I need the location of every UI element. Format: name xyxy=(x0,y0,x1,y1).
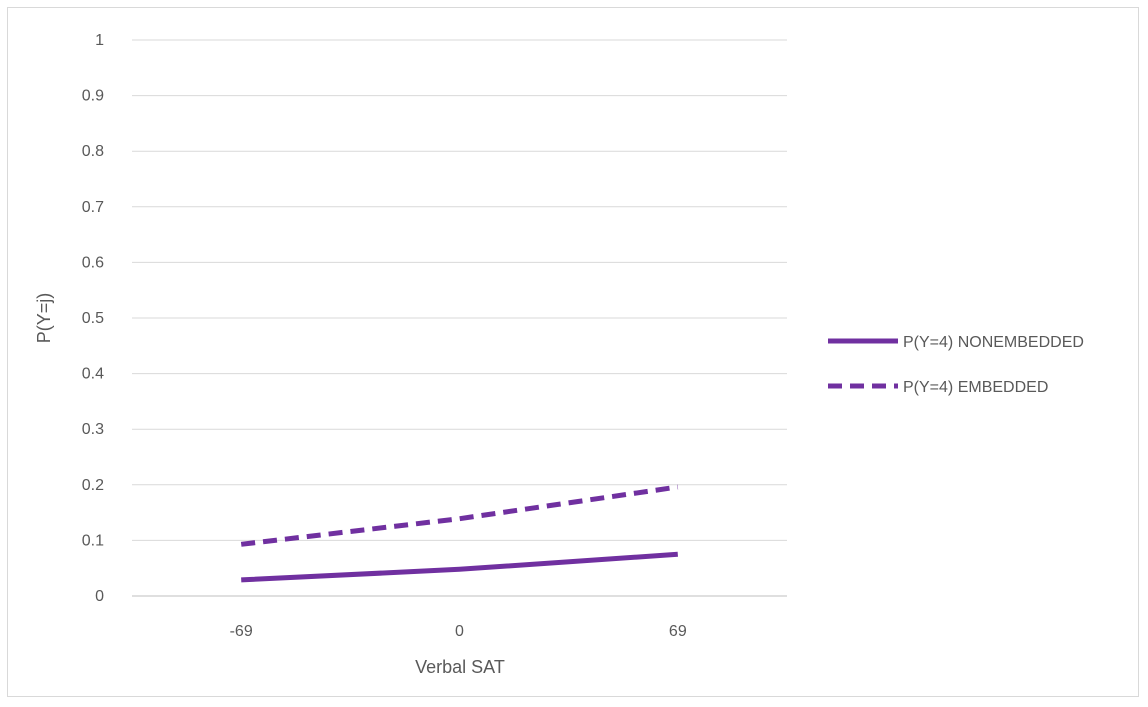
y-tick-label: 0.4 xyxy=(82,366,104,383)
y-tick-label: 0.9 xyxy=(82,88,104,105)
y-axis-title: P(Y=j) xyxy=(34,293,54,344)
x-tick-label: 0 xyxy=(455,623,464,640)
legend-label: P(Y=4) EMBEDDED xyxy=(903,379,1048,396)
y-axis-ticks: 0 0.1 0.2 0.3 0.4 0.5 0.6 0.7 0.8 0.9 1 xyxy=(82,32,104,605)
y-tick-label: 0.7 xyxy=(82,199,104,216)
y-tick-label: 0.2 xyxy=(82,477,104,494)
y-tick-label: 0.6 xyxy=(82,254,104,271)
y-tick-label: 0.5 xyxy=(82,310,104,327)
y-tick-label: 0 xyxy=(95,588,104,605)
chart-frame xyxy=(7,7,1139,697)
y-tick-label: 0.8 xyxy=(82,143,104,160)
gridlines xyxy=(132,39,787,597)
x-axis-ticks: -69 0 69 xyxy=(230,623,687,640)
y-tick-label: 0.3 xyxy=(82,421,104,438)
series-line-embedded xyxy=(240,484,679,547)
legend-label: P(Y=4) NONEMBEDDED xyxy=(903,334,1084,351)
series-lines xyxy=(240,484,679,583)
x-tick-label: -69 xyxy=(230,623,253,640)
y-tick-label: 0.1 xyxy=(82,532,104,549)
legend: P(Y=4) NONEMBEDDED P(Y=4) EMBEDDED xyxy=(828,334,1084,396)
x-axis-title: Verbal SAT xyxy=(415,657,505,677)
series-line-nonembedded xyxy=(241,551,678,583)
x-tick-label: 69 xyxy=(669,623,687,640)
y-tick-label: 1 xyxy=(95,32,104,49)
